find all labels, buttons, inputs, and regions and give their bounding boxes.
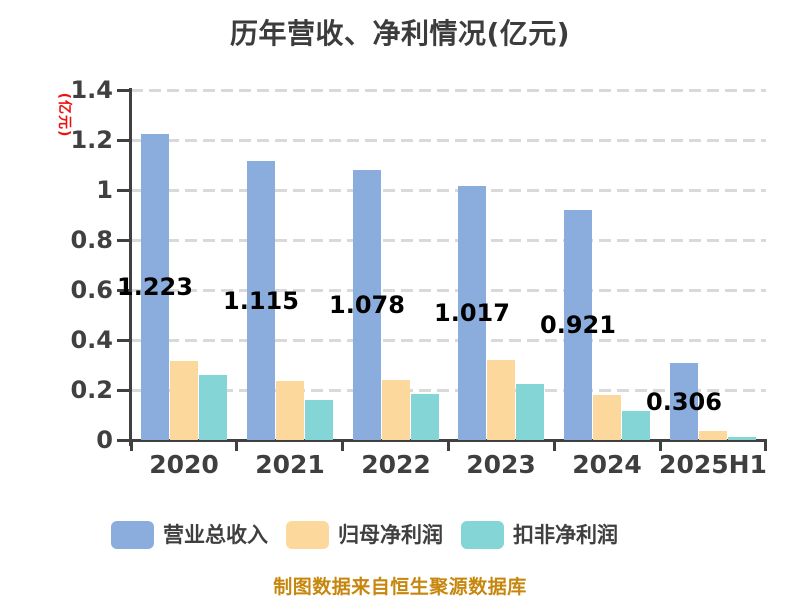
y-tick-label: 0.6	[70, 276, 113, 304]
bar-归母净利润-2025H1	[699, 431, 727, 440]
chart-legend: 营业总收入 归母净利润 扣非净利润	[111, 521, 618, 549]
y-axis-line	[129, 88, 132, 446]
chart-title: 历年营收、净利情况(亿元)	[229, 17, 571, 50]
y-axis-tick	[117, 289, 131, 292]
legend-swatch	[111, 521, 154, 549]
legend-label: 扣非净利润	[513, 523, 618, 547]
y-axis-tick	[117, 239, 131, 242]
bar-扣非净利润-2024	[622, 411, 650, 440]
x-axis-tick	[341, 441, 345, 451]
bar-扣非净利润-2023	[516, 384, 544, 440]
bar-扣非净利润-2020	[199, 375, 227, 440]
bar-扣非净利润-2022	[411, 394, 439, 440]
y-axis-tick	[117, 89, 131, 92]
value-label: 1.115	[223, 287, 299, 315]
value-label: 1.223	[117, 273, 193, 301]
value-label: 0.306	[646, 388, 722, 416]
x-axis-tick	[129, 441, 133, 451]
x-axis-tick	[446, 441, 450, 451]
value-label: 1.017	[434, 299, 510, 327]
gridline	[131, 289, 766, 292]
gridline	[131, 139, 766, 142]
data-source-caption: 制图数据来自恒生聚源数据库	[273, 576, 527, 598]
value-label: 1.078	[329, 291, 405, 319]
gridline	[131, 189, 766, 192]
bar-归母净利润-2023	[487, 360, 515, 440]
legend-swatch	[461, 521, 504, 549]
y-tick-label: 0.2	[70, 376, 113, 404]
y-axis-tick	[117, 339, 131, 342]
legend-item-归母净利润: 归母净利润	[286, 521, 443, 549]
x-axis-tick	[552, 441, 556, 451]
x-tick-label-2024: 2024	[572, 450, 642, 479]
bar-归母净利润-2024	[593, 395, 621, 440]
y-tick-label: 0	[96, 426, 113, 454]
x-tick-label-2025H1: 2025H1	[659, 450, 767, 479]
x-tick-label-2020: 2020	[149, 450, 219, 479]
gridline	[131, 389, 766, 392]
bar-营业总收入-2020	[141, 134, 169, 440]
y-tick-label: 1	[96, 176, 113, 204]
y-axis-tick	[117, 189, 131, 192]
y-tick-label: 0.4	[70, 326, 113, 354]
legend-item-营业总收入: 营业总收入	[111, 521, 268, 549]
bar-归母净利润-2022	[382, 380, 410, 440]
bar-营业总收入-2021	[247, 161, 275, 440]
bar-营业总收入-2024	[564, 210, 592, 440]
bar-扣非净利润-2021	[305, 400, 333, 440]
y-axis-tick	[117, 389, 131, 392]
x-axis-tick	[235, 441, 239, 451]
gridline	[131, 339, 766, 342]
legend-label: 归母净利润	[338, 523, 443, 547]
bar-营业总收入-2022	[353, 170, 381, 440]
x-axis-line	[117, 439, 767, 442]
y-tick-label: 0.8	[70, 226, 113, 254]
bar-归母净利润-2020	[170, 361, 198, 440]
bar-扣非净利润-2025H1	[728, 437, 756, 440]
legend-label: 营业总收入	[163, 523, 268, 547]
x-tick-label-2022: 2022	[361, 450, 431, 479]
gridline	[131, 239, 766, 242]
bar-营业总收入-2025H1	[670, 363, 698, 440]
y-tick-label: 1.2	[70, 126, 113, 154]
y-axis-tick	[117, 139, 131, 142]
bar-营业总收入-2023	[458, 186, 486, 440]
legend-swatch	[286, 521, 329, 549]
bar-归母净利润-2021	[276, 381, 304, 440]
x-axis-tick	[658, 441, 662, 451]
gridline	[131, 89, 766, 92]
x-tick-label-2023: 2023	[466, 450, 536, 479]
value-label: 0.921	[540, 311, 616, 339]
legend-item-扣非净利润: 扣非净利润	[461, 521, 618, 549]
x-tick-label-2021: 2021	[255, 450, 325, 479]
x-axis-tick	[764, 441, 768, 451]
y-tick-label: 1.4	[70, 76, 113, 104]
